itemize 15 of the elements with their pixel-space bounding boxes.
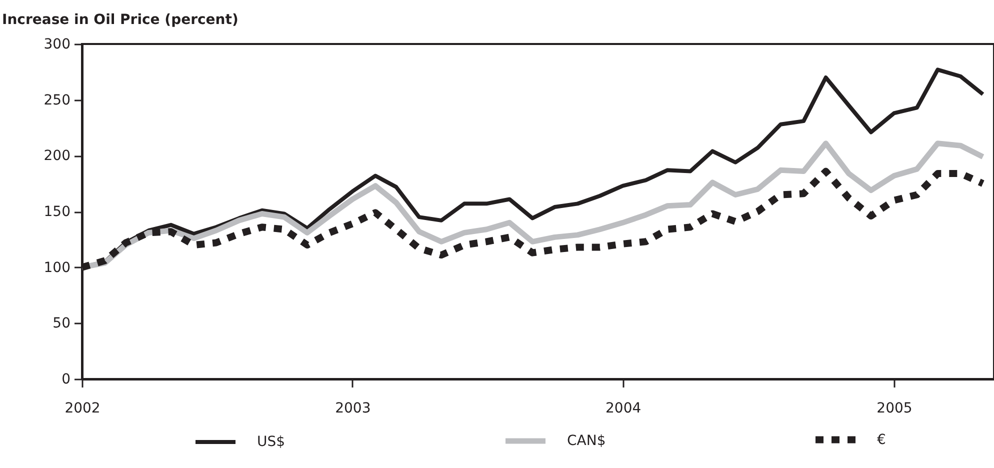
x-tick-label: 2003 — [335, 400, 371, 416]
y-tick-label: 50 — [52, 316, 70, 332]
legend-label: € — [877, 432, 886, 448]
legend-label: CAN$ — [567, 433, 606, 449]
legend-label: US$ — [257, 434, 286, 450]
y-tick-label: 100 — [44, 260, 70, 276]
x-tick-label: 2004 — [606, 400, 642, 416]
y-tick-label: 250 — [44, 92, 70, 108]
y-tick-label: 150 — [44, 204, 70, 220]
x-tick-label: 2005 — [876, 400, 912, 416]
x-tick-label: 2002 — [64, 400, 100, 416]
chart-title: Increase in Oil Price (percent) — [2, 12, 238, 28]
y-tick-label: 300 — [44, 36, 70, 52]
y-tick-label: 200 — [44, 148, 70, 164]
y-tick-label: 0 — [62, 372, 70, 388]
